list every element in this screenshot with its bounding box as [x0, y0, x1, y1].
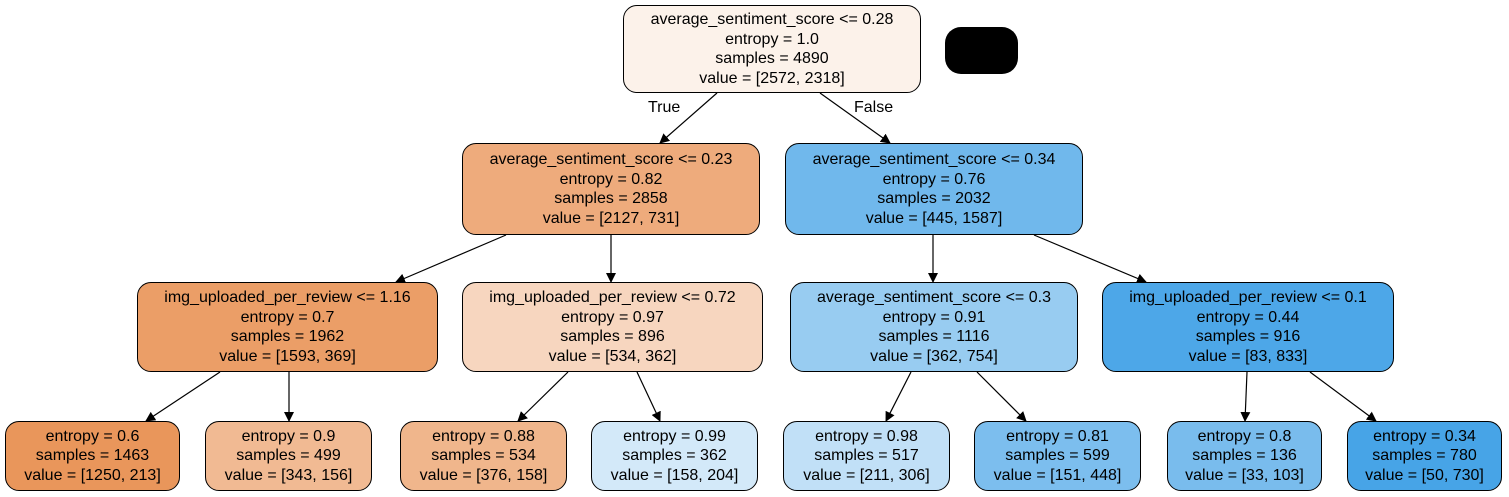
- node-samples-text: samples = 2032: [877, 190, 991, 207]
- node-value-text: value = [2127, 731]: [542, 209, 680, 227]
- tree-node-n9: entropy = 0.88 samples = 534 value = [376,…: [400, 421, 567, 491]
- node-entropy-text: entropy = 0.8: [1197, 427, 1292, 445]
- node-samples-text: samples = 136: [1192, 447, 1297, 465]
- node-value-text: value = [376, 158]: [419, 466, 548, 484]
- edge-n3-n7: [145, 371, 221, 422]
- node-entropy-text: entropy = 0.76: [882, 170, 986, 188]
- node-samples-text: samples = 1116: [878, 328, 990, 345]
- node-samples-text: samples = 916: [1195, 328, 1301, 345]
- node-samples-text: samples = 499: [236, 447, 341, 465]
- edge-n2-n6: [1033, 234, 1147, 284]
- node-value-text: value = [2572, 2318]: [699, 69, 845, 87]
- node-split-text: average_sentiment_score <= 0.34: [812, 151, 1056, 168]
- node-value-text: value = [211, 306]: [803, 466, 930, 484]
- node-split-text: average_sentiment_score <= 0.28: [650, 11, 894, 28]
- node-entropy-text: entropy = 0.82: [559, 170, 663, 188]
- node-value-text: value = [50, 730]: [1365, 466, 1484, 484]
- tree-node-n7: entropy = 0.6 samples = 1463 value = [1250…: [5, 421, 180, 491]
- node-entropy-text: entropy = 1.0: [725, 30, 819, 48]
- node-samples-text: samples = 362: [622, 447, 727, 465]
- node-samples-text: samples = 599: [1005, 447, 1110, 465]
- node-entropy-text: entropy = 0.7: [240, 308, 335, 326]
- node-value-text: value = [445, 1587]: [865, 209, 1003, 227]
- node-value-text: value = [33, 103]: [1185, 466, 1304, 484]
- node-entropy-text: entropy = 0.44: [1196, 308, 1300, 326]
- tree-node-n13: entropy = 0.8 samples = 136 value = [33, 1…: [1167, 421, 1322, 491]
- node-samples-text: samples = 896: [560, 328, 665, 345]
- edge-n4-n10: [636, 371, 661, 422]
- node-samples-text: samples = 1962: [230, 328, 345, 345]
- tree-node-n12: entropy = 0.81 samples = 599 value = [151,…: [974, 421, 1141, 491]
- node-value-text: value = [343, 156]: [224, 466, 353, 484]
- node-samples-text: samples = 4890: [715, 50, 829, 67]
- node-entropy-text: entropy = 0.81: [1006, 427, 1109, 445]
- edge-n1-n3: [395, 234, 507, 284]
- node-samples-text: samples = 2858: [554, 190, 668, 207]
- node-entropy-text: entropy = 0.6: [45, 427, 140, 445]
- tree-node-n0: average_sentiment_score <= 0.28 entropy =…: [623, 5, 921, 93]
- node-value-text: value = [1593, 369]: [219, 347, 356, 365]
- redacted-legend-box: [945, 27, 1018, 74]
- tree-node-n5: average_sentiment_score <= 0.3 entropy = …: [790, 282, 1078, 372]
- edge-n4-n9: [517, 371, 569, 422]
- node-split-text: img_uploaded_per_review <= 1.16: [164, 289, 411, 306]
- node-split-text: img_uploaded_per_review <= 0.72: [489, 289, 736, 306]
- edge-n5-n11: [885, 371, 912, 422]
- node-value-text: value = [83, 833]: [1188, 347, 1308, 365]
- node-split-text: average_sentiment_score <= 0.3: [817, 289, 1051, 306]
- tree-node-n11: entropy = 0.98 samples = 517 value = [211,…: [783, 421, 950, 491]
- edge-n5-n12: [976, 371, 1027, 422]
- node-entropy-text: entropy = 0.88: [432, 427, 535, 445]
- node-entropy-text: entropy = 0.91: [882, 308, 986, 326]
- tree-node-n8: entropy = 0.9 samples = 499 value = [343, …: [205, 421, 372, 491]
- node-value-text: value = [1250, 213]: [24, 466, 161, 484]
- node-entropy-text: entropy = 0.98: [815, 427, 918, 445]
- node-value-text: value = [158, 204]: [610, 466, 739, 484]
- node-value-text: value = [534, 362]: [548, 347, 677, 365]
- node-split-text: average_sentiment_score <= 0.23: [489, 151, 733, 168]
- tree-node-n1: average_sentiment_score <= 0.23 entropy =…: [462, 143, 760, 235]
- tree-node-n4: img_uploaded_per_review <= 0.72 entropy =…: [462, 282, 763, 372]
- false-edge-label: False: [854, 99, 894, 116]
- tree-node-n10: entropy = 0.99 samples = 362 value = [158,…: [591, 421, 758, 491]
- node-entropy-text: entropy = 0.34: [1373, 427, 1476, 445]
- node-value-text: value = [151, 448]: [993, 466, 1122, 484]
- edge-n0-n2: [819, 92, 891, 144]
- node-value-text: value = [362, 754]: [870, 347, 998, 365]
- node-samples-text: samples = 517: [814, 447, 919, 465]
- edge-n6-n13: [1240, 371, 1251, 422]
- node-entropy-text: entropy = 0.97: [561, 308, 664, 326]
- tree-node-n6: img_uploaded_per_review <= 0.1 entropy = …: [1102, 282, 1394, 372]
- node-samples-text: samples = 1463: [35, 447, 150, 465]
- node-split-text: img_uploaded_per_review <= 0.1: [1129, 289, 1367, 306]
- true-edge-label: True: [648, 99, 681, 116]
- edge-n6-n14: [1309, 371, 1377, 422]
- tree-node-n2: average_sentiment_score <= 0.34 entropy =…: [785, 143, 1083, 235]
- node-entropy-text: entropy = 0.9: [241, 427, 336, 445]
- tree-node-n14: entropy = 0.34 samples = 780 value = [50, …: [1347, 421, 1502, 491]
- tree-node-n3: img_uploaded_per_review <= 1.16 entropy =…: [137, 282, 438, 372]
- edge-n0-n1: [659, 92, 718, 144]
- node-samples-text: samples = 534: [431, 447, 536, 465]
- node-samples-text: samples = 780: [1372, 447, 1477, 465]
- node-entropy-text: entropy = 0.99: [623, 427, 726, 445]
